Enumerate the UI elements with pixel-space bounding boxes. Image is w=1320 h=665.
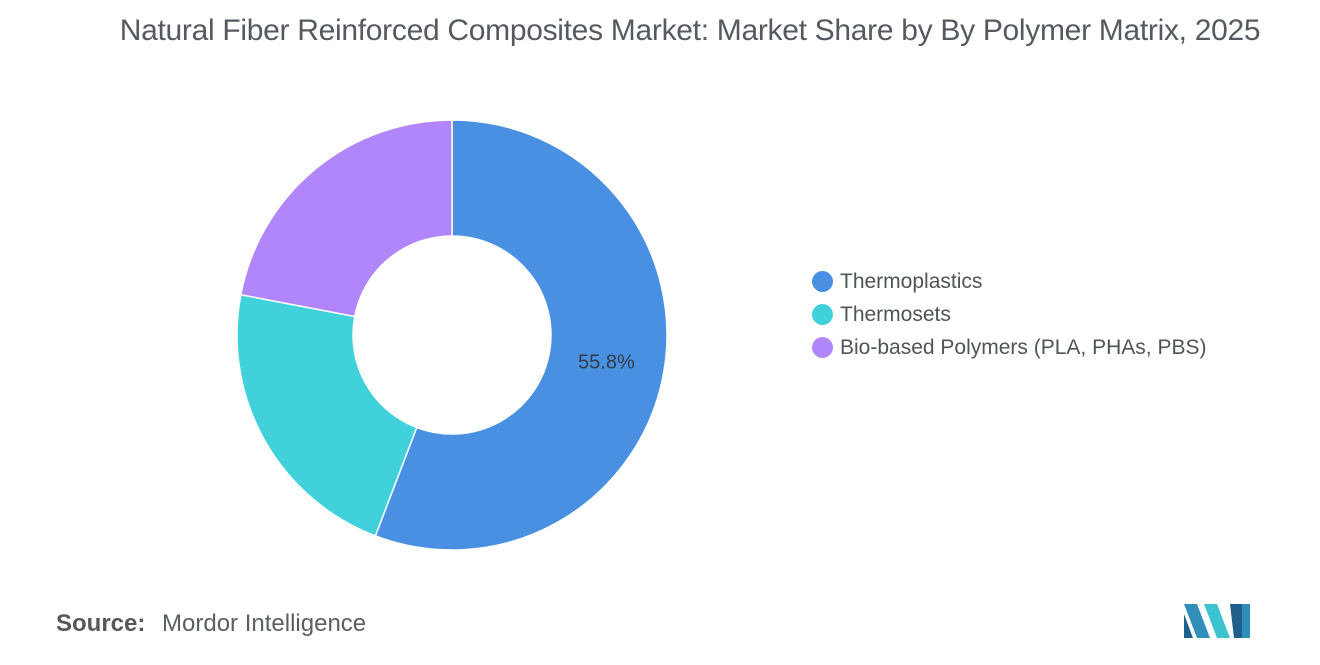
legend-swatch	[812, 271, 833, 292]
legend-label: Thermoplastics	[840, 269, 983, 293]
slice-thermosets	[236, 293, 418, 537]
legend-label: Bio-based Polymers (PLA, PHAs, PBS)	[840, 335, 1207, 359]
slice-thermoplastics	[374, 119, 668, 551]
legend-item-bio-based-polymers-pla-phas-pbs: Bio-based Polymers (PLA, PHAs, PBS)	[812, 334, 1206, 361]
slice-bio-based-polymers-pla-phas-pbs	[239, 119, 453, 318]
source-label: Source:	[56, 610, 146, 637]
data-label-thermoplastics: 55.8%	[578, 352, 635, 374]
legend-item-thermosets: Thermosets	[812, 301, 1206, 328]
mordor-logo	[1184, 604, 1250, 638]
chart-legend: Thermoplastics Thermosets Bio-based Polyme…	[812, 268, 1206, 361]
legend-item-thermoplastics: Thermoplastics	[812, 268, 1206, 295]
source-note: Source: Mordor Intelligence	[56, 610, 366, 638]
source-value: Mordor Intelligence	[162, 610, 367, 637]
legend-label: Thermosets	[840, 302, 951, 326]
legend-swatch	[812, 304, 833, 325]
chart-title: Natural Fiber Reinforced Composites Mark…	[119, 14, 1261, 47]
legend-swatch	[812, 337, 833, 358]
